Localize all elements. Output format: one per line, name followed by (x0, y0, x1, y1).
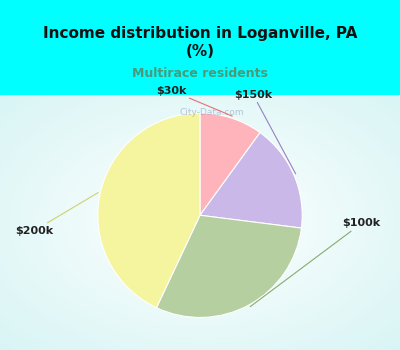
Text: City-Data.com: City-Data.com (180, 108, 244, 117)
Text: $200k: $200k (15, 193, 98, 236)
Wedge shape (98, 113, 200, 308)
Wedge shape (200, 133, 302, 228)
Text: $30k: $30k (156, 85, 232, 116)
Text: $100k: $100k (250, 218, 380, 307)
Wedge shape (156, 215, 301, 317)
Wedge shape (200, 113, 260, 215)
Text: Income distribution in Loganville, PA
(%): Income distribution in Loganville, PA (%… (43, 27, 357, 59)
Text: Multirace residents: Multirace residents (132, 67, 268, 80)
Text: $150k: $150k (234, 90, 296, 174)
